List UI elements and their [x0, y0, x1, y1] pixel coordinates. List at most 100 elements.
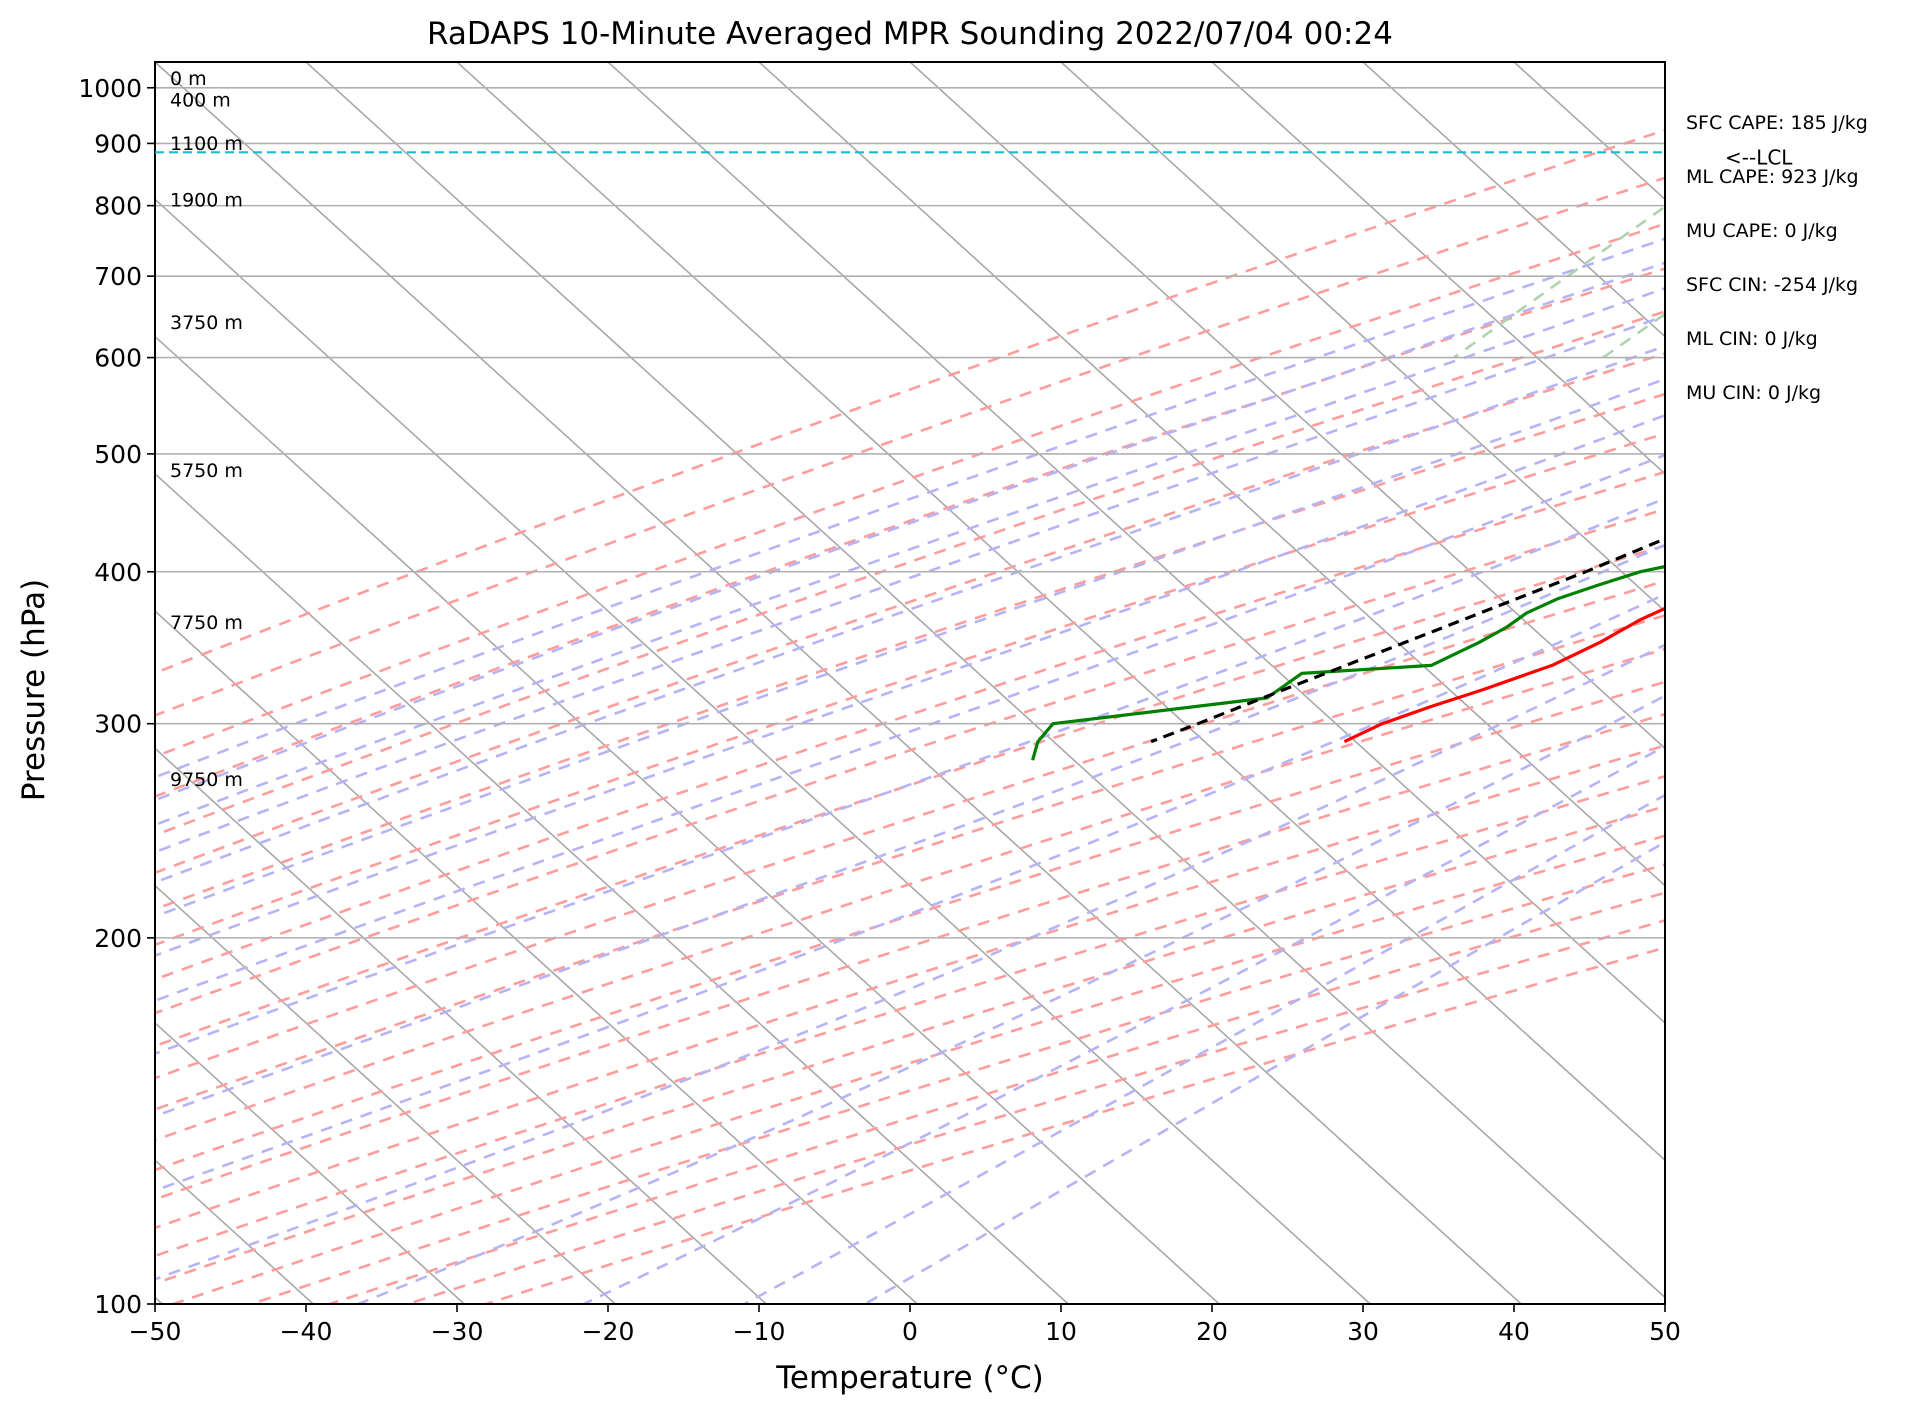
- dry-adiabat-line: [155, 680, 1665, 1172]
- dry-adiabat-line: [155, 392, 1665, 911]
- stat-line: ML CAPE: 923 J/kg: [1686, 166, 1859, 188]
- stat-line: ML CIN: 0 J/kg: [1686, 328, 1818, 350]
- moist-adiabat-line: [864, 840, 1665, 1304]
- isotherm-line: [1060, 62, 1665, 613]
- isotherm-line: [305, 62, 1665, 1299]
- moist-adiabat-line: [743, 793, 1665, 1304]
- moist-adiabat-line: [155, 543, 1665, 1118]
- axis-ticks: −50 −40 −30 −20 −10 0 10 20 30 40 50 100 200 300 400 50…: [78, 74, 1681, 1346]
- isotherm-line: [1664, 62, 1665, 64]
- y-tick-label: 800: [94, 192, 142, 221]
- isotherm-line: [1816, 62, 1911, 1304]
- chart-title: RaDAPS 10-Minute Averaged MPR Sounding 2…: [427, 16, 1393, 52]
- y-tick-label: 300: [94, 710, 142, 739]
- temperature-line: [1343, 606, 1665, 744]
- moist-adiabat-line: [155, 453, 1665, 1003]
- x-tick-label: −40: [280, 1317, 333, 1346]
- stat-line: MU CIN: 0 J/kg: [1686, 382, 1821, 404]
- height-label: 5750 m: [170, 460, 243, 482]
- moist-adiabat-line: [155, 286, 1665, 827]
- isotherm-line: [0, 62, 11, 1304]
- mixing-ratio-line: [1602, 312, 1665, 359]
- x-axis-title: Temperature (°C): [775, 1360, 1044, 1396]
- y-tick-label: 700: [94, 262, 142, 291]
- y-tick-label: 200: [94, 924, 142, 953]
- moist-adiabat-line: [155, 237, 1665, 779]
- isotherm-line: [155, 610, 918, 1304]
- x-tick-label: 0: [902, 1317, 918, 1346]
- isotherm-line: [607, 62, 1665, 1024]
- x-tick-label: −30: [431, 1317, 484, 1346]
- stat-line: MU CAPE: 0 J/kg: [1686, 220, 1838, 242]
- isotherm-line: [155, 198, 1371, 1304]
- height-label: 9750 m: [170, 769, 243, 791]
- dry-adiabat-line: [155, 128, 1665, 675]
- dry-adiabat-line: [155, 712, 1665, 1201]
- dry-adiabat-line: [155, 470, 1665, 981]
- y-tick-label: 600: [94, 344, 142, 373]
- y-tick-label: 100: [94, 1290, 142, 1319]
- dry-adiabat-line: [155, 744, 1665, 1230]
- grid-lines: [155, 86, 1665, 1305]
- stat-line: SFC CAPE: 185 J/kg: [1686, 112, 1868, 134]
- isotherm-line: [1513, 62, 1665, 201]
- dry-adiabat-line: [155, 352, 1665, 875]
- moist-adiabat-line: [357, 694, 1665, 1304]
- isotherm-line: [155, 747, 767, 1304]
- moist-adiabat-line: [155, 344, 1665, 884]
- y-tick-label: 500: [94, 440, 142, 469]
- mixing-ratio-line: [1725, 62, 1911, 358]
- height-label: 400 m: [170, 89, 231, 111]
- dry-adiabat-line: [407, 919, 1665, 1304]
- dry-adiabat-line: [172, 834, 1665, 1304]
- dry-adiabat-line: [155, 222, 1665, 759]
- x-tick-label: 50: [1649, 1317, 1681, 1346]
- dry-adiabat-line: [155, 432, 1665, 947]
- moist-adiabat-line: [583, 744, 1665, 1304]
- x-tick-label: 30: [1347, 1317, 1379, 1346]
- moist-adiabat-line: [155, 377, 1665, 918]
- x-tick-label: 10: [1045, 1317, 1077, 1346]
- x-tick-label: 20: [1196, 1317, 1228, 1346]
- isotherm-line: [1362, 62, 1665, 338]
- dry-adiabat-line: [155, 507, 1665, 1015]
- x-tick-label: −20: [582, 1317, 635, 1346]
- stat-line: SFC CIN: -254 J/kg: [1686, 274, 1858, 296]
- parcel-line: [1150, 537, 1665, 744]
- isotherm-line: [155, 1021, 465, 1304]
- isotherm-line: [909, 62, 1665, 750]
- dry-adiabat-line: [155, 176, 1665, 717]
- moist-adiabat-line: [155, 496, 1665, 1055]
- isotherm-line: [456, 62, 1665, 1162]
- dry-adiabat-line: [155, 579, 1665, 1080]
- height-label: 0 m: [170, 68, 207, 90]
- dewpoint-line: [1031, 564, 1665, 761]
- y-axis-title: Pressure (hPa): [16, 579, 52, 801]
- x-tick-label: −10: [733, 1317, 786, 1346]
- isotherm-line: [155, 472, 1069, 1304]
- mixing-ratio-line: [1901, 62, 1911, 358]
- mixing-ratio-line: [1453, 205, 1665, 359]
- height-label: 1100 m: [170, 133, 243, 155]
- dry-adiabat-line: [155, 310, 1665, 837]
- mixing-ratio-line: [1801, 62, 1911, 358]
- dry-adiabat-line: [155, 647, 1665, 1142]
- background-lines: [0, 62, 1911, 1304]
- isotherm-line: [155, 335, 1220, 1304]
- y-tick-label: 400: [94, 558, 142, 587]
- moist-adiabat-line: [155, 592, 1665, 1192]
- isotherm-line: [1211, 62, 1665, 475]
- x-tick-label: 40: [1498, 1317, 1530, 1346]
- isotherm-line: [155, 62, 1522, 1304]
- x-tick-label: −50: [129, 1317, 182, 1346]
- y-tick-label: 900: [94, 129, 142, 158]
- dry-adiabat-line: [155, 614, 1665, 1111]
- height-label: 1900 m: [170, 190, 243, 212]
- y-tick-label: 1000: [78, 74, 142, 103]
- moist-adiabat-line: [155, 261, 1665, 802]
- sounding-lines: [1031, 537, 1665, 761]
- dry-adiabat-line: [155, 544, 1665, 1048]
- dry-adiabat-line: [155, 267, 1665, 798]
